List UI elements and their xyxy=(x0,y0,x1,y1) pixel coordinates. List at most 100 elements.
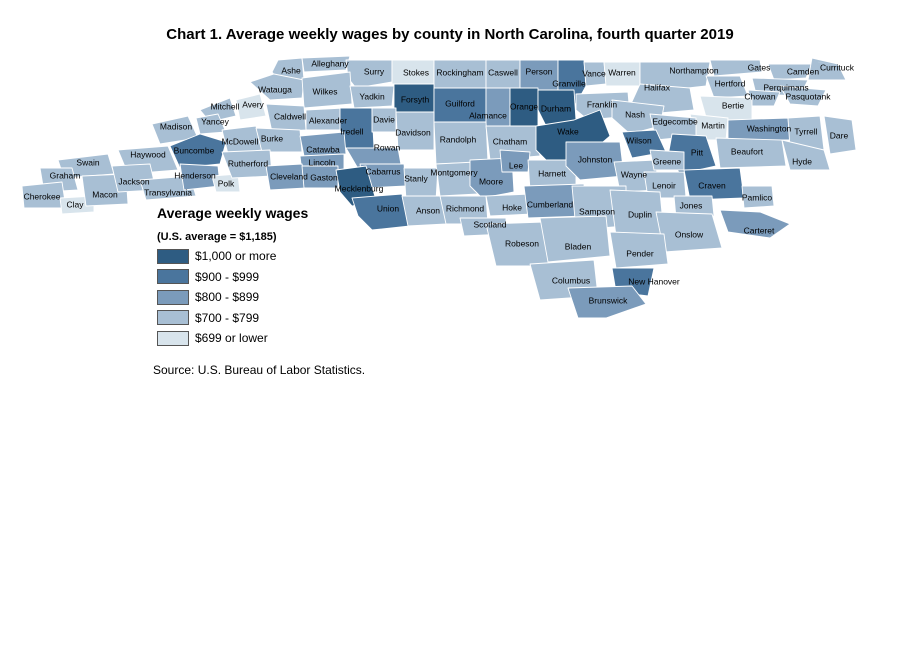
county-label-brunswick: Brunswick xyxy=(589,295,628,305)
county-label-surry: Surry xyxy=(364,66,385,76)
county-label-randolph: Randolph xyxy=(440,134,477,144)
county-label-hertford: Hertford xyxy=(715,78,746,88)
county-label-carteret: Carteret xyxy=(744,225,775,235)
county-jones xyxy=(673,195,715,219)
legend-title: Average weekly wages xyxy=(157,205,309,221)
county-label-anson: Anson xyxy=(416,205,440,215)
county-label-pasquotank: Pasquotank xyxy=(786,91,832,101)
county-label-davidson: Davidson xyxy=(395,127,431,137)
county-label-jackson: Jackson xyxy=(118,176,149,186)
county-label-forsyth: Forsyth xyxy=(401,94,430,104)
county-label-iredell: Iredell xyxy=(340,126,363,136)
county-label-cabarrus: Cabarrus xyxy=(366,166,401,176)
county-label-tyrrell: Tyrrell xyxy=(794,126,817,136)
legend-swatch xyxy=(157,310,189,326)
county-label-harnett: Harnett xyxy=(538,168,567,178)
source-note: Source: U.S. Bureau of Labor Statistics. xyxy=(153,363,366,377)
legend-item: $699 or lower xyxy=(157,328,308,349)
legend-swatch xyxy=(157,269,189,285)
county-pasquotank xyxy=(779,85,827,107)
county-nash xyxy=(611,99,665,135)
legend-item: $700 - $799 xyxy=(157,308,308,329)
county-label-alleghany: Alleghany xyxy=(311,58,349,68)
county-union xyxy=(351,193,411,231)
county-label-dare: Dare xyxy=(830,130,849,140)
county-label-ashe: Ashe xyxy=(281,65,301,75)
legend-label: $1,000 or more xyxy=(195,249,277,264)
county-label-washington: Washington xyxy=(747,123,792,133)
county-label-union: Union xyxy=(377,203,399,213)
county-alamance xyxy=(485,87,511,129)
legend-item: $900 - $999 xyxy=(157,267,308,288)
county-label-pender: Pender xyxy=(626,248,654,258)
county-label-rowan: Rowan xyxy=(374,142,401,152)
county-label-rockingham: Rockingham xyxy=(436,67,483,77)
county-bladen xyxy=(539,215,611,263)
county-label-perquimans: Perquimans xyxy=(763,82,808,92)
county-wilkes xyxy=(301,71,353,109)
county-gaston xyxy=(301,165,339,189)
county-label-bladen: Bladen xyxy=(565,241,592,251)
coastline xyxy=(581,61,881,323)
county-label-duplin: Duplin xyxy=(628,209,652,219)
county-label-henderson: Henderson xyxy=(174,170,216,180)
county-polk xyxy=(211,173,241,193)
county-label-northampton: Northampton xyxy=(669,65,718,75)
county-label-franklin: Franklin xyxy=(587,99,618,109)
county-label-onslow: Onslow xyxy=(675,229,704,239)
county-label-mecklenburg: Mecklenburg xyxy=(335,183,384,193)
county-label-wilkes: Wilkes xyxy=(312,86,337,96)
county-label-alamance: Alamance xyxy=(469,110,507,120)
county-label-lee: Lee xyxy=(509,160,523,170)
county-camden xyxy=(767,63,813,81)
legend-item: $1,000 or more xyxy=(157,246,308,267)
county-label-beaufort: Beaufort xyxy=(731,146,764,156)
county-dare xyxy=(823,115,857,155)
county-label-macon: Macon xyxy=(92,189,118,199)
county-pamlico xyxy=(741,185,775,209)
county-label-mitchell: Mitchell xyxy=(211,101,240,111)
county-label-gates: Gates xyxy=(748,62,771,72)
county-label-caldwell: Caldwell xyxy=(274,111,306,121)
county-label-vance: Vance xyxy=(582,68,606,78)
county-label-hyde: Hyde xyxy=(792,156,812,166)
county-label-camden: Camden xyxy=(787,66,819,76)
legend: Average weekly wages (U.S. average = $1,… xyxy=(157,205,308,349)
county-beaufort xyxy=(715,137,787,169)
county-label-sampson: Sampson xyxy=(579,206,615,216)
county-label-avery: Avery xyxy=(242,99,264,109)
county-label-nash: Nash xyxy=(625,109,645,119)
county-label-mcdowell: McDowell xyxy=(222,136,259,146)
county-label-rutherford: Rutherford xyxy=(228,158,268,168)
legend-items: $1,000 or more $900 - $999 $800 - $899 $700… xyxy=(157,246,308,349)
county-label-halifax: Halifax xyxy=(644,82,671,92)
county-label-durham: Durham xyxy=(541,103,571,113)
county-label-orange: Orange xyxy=(510,101,539,111)
legend-label: $800 - $899 xyxy=(195,290,260,305)
county-transylvania xyxy=(139,175,197,201)
county-label-yadkin: Yadkin xyxy=(359,91,385,101)
county-davidson xyxy=(395,111,435,151)
county-label-chatham: Chatham xyxy=(493,136,528,146)
legend-label: $700 - $799 xyxy=(195,310,260,325)
county-label-guilford: Guilford xyxy=(445,98,475,108)
county-catawba xyxy=(299,131,347,157)
legend-label: $699 or lower xyxy=(195,331,268,346)
county-label-cumberland: Cumberland xyxy=(527,199,574,209)
county-shapes xyxy=(21,55,857,319)
county-label-currituck: Currituck xyxy=(820,62,855,72)
county-label-wake: Wake xyxy=(557,126,579,136)
county-label-johnston: Johnston xyxy=(578,154,613,164)
county-label-moore: Moore xyxy=(479,176,503,186)
county-label-swain: Swain xyxy=(76,157,99,167)
county-label-montgomery: Montgomery xyxy=(430,167,478,177)
county-label-yancey: Yancey xyxy=(201,116,229,126)
county-gates xyxy=(709,59,763,77)
county-label-pitt: Pitt xyxy=(691,147,704,157)
county-label-watauga: Watauga xyxy=(258,84,292,94)
county-label-new-hanover: New Hanover xyxy=(628,276,680,286)
county-label-pamlico: Pamlico xyxy=(742,192,773,202)
county-label-greene: Greene xyxy=(653,156,682,166)
county-brunswick xyxy=(567,285,647,319)
